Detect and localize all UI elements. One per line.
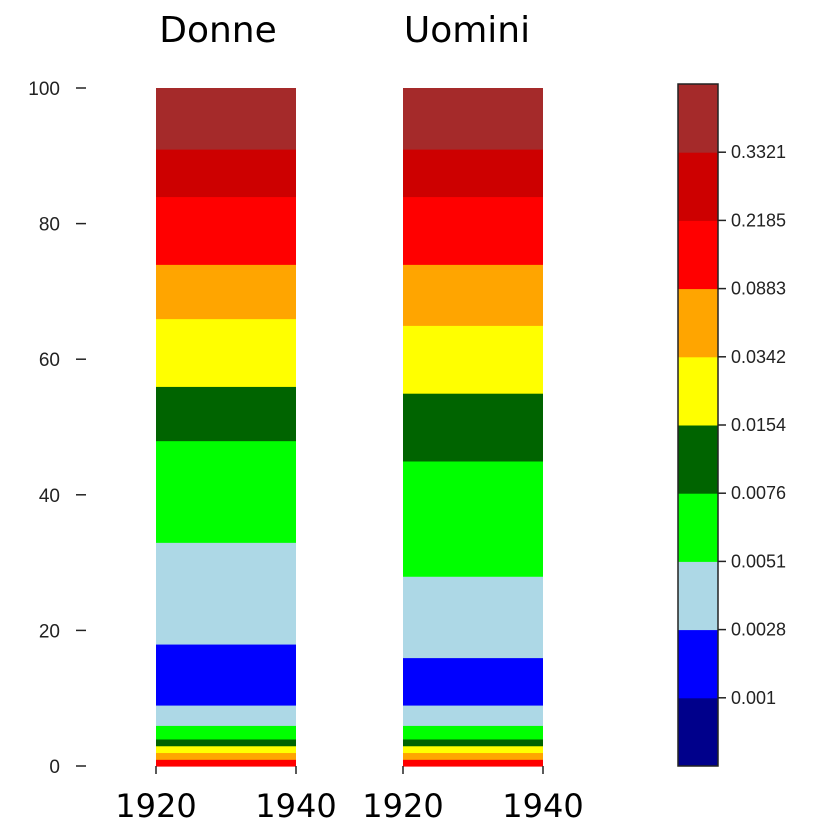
x-axis: 1920 1940 1920 1940 — [115, 766, 584, 825]
y-axis: 0 20 40 60 80 100 — [28, 79, 86, 778]
heatmap-band-0-0 — [156, 759, 296, 767]
y-tick-label-3: 60 — [39, 350, 60, 371]
x-tick-label-0-1: 1940 — [255, 787, 336, 825]
heatmap-band-1-11 — [403, 264, 543, 326]
colorbar-swatch-7 — [678, 220, 718, 290]
heatmap-band-1-7 — [403, 576, 543, 659]
x-tick-label-0-0: 1920 — [115, 787, 196, 825]
heatmap-band-0-11 — [156, 264, 296, 320]
heatmap-band-0-7 — [156, 542, 296, 645]
heatmap-band-1-10 — [403, 325, 543, 394]
colorbar-swatch-2 — [678, 561, 718, 631]
colorbar-swatch-9 — [678, 84, 718, 153]
panel-title-donne: Donne — [159, 10, 277, 51]
heatmap-band-0-5 — [156, 704, 296, 726]
colorbar-label-0: 0.001 — [731, 688, 776, 708]
colorbar-label-3: 0.0076 — [731, 483, 786, 503]
heatmap-band-0-14 — [156, 88, 296, 150]
heatmap-band-1-3 — [403, 738, 543, 747]
heatmap-band-1-2 — [403, 745, 543, 754]
colorbar-swatch-5 — [678, 356, 718, 426]
colorbar-swatch-8 — [678, 152, 718, 221]
colorbar-label-7: 0.2185 — [731, 210, 786, 230]
colorbar: 0.001 0.0028 0.0051 0.0076 0.0154 0.0342 0.088… — [677, 83, 786, 767]
y-tick-label-2: 40 — [39, 486, 60, 507]
colorbar-label-1: 0.0028 — [731, 620, 786, 640]
heatmap-band-0-10 — [156, 318, 296, 387]
x-tick-label-1-1: 1940 — [502, 787, 583, 825]
panel-donne — [156, 88, 296, 767]
colorbar-swatch-3 — [678, 493, 718, 562]
heatmap-band-1-12 — [403, 196, 543, 265]
heatmap-band-0-4 — [156, 725, 296, 740]
heatmap-band-1-5 — [403, 704, 543, 726]
panel-uomini — [403, 88, 543, 767]
heatmap-band-1-8 — [403, 460, 543, 577]
x-tick-label-1-0: 1920 — [362, 787, 443, 825]
colorbar-swatch-4 — [678, 425, 718, 494]
heatmap-band-0-2 — [156, 745, 296, 754]
heatmap-band-0-8 — [156, 440, 296, 543]
heatmap-band-1-14 — [403, 88, 543, 150]
heatmap-band-0-3 — [156, 738, 296, 747]
colorbar-label-6: 0.0883 — [731, 279, 786, 299]
heatmap-band-0-1 — [156, 752, 296, 760]
colorbar-label-5: 0.0342 — [731, 347, 786, 367]
y-tick-label-4: 80 — [39, 215, 60, 236]
y-tick-label-5: 100 — [28, 79, 60, 100]
heatmap-band-1-4 — [403, 725, 543, 740]
colorbar-swatch-0 — [678, 697, 718, 767]
heatmap-band-0-9 — [156, 386, 296, 442]
colorbar-label-2: 0.0051 — [731, 551, 786, 571]
colorbar-swatch-1 — [678, 629, 718, 699]
colorbar-swatch-6 — [678, 288, 718, 358]
heatmap-band-1-13 — [403, 149, 543, 198]
heatmap-band-0-13 — [156, 149, 296, 198]
heatmap-band-1-9 — [403, 393, 543, 462]
colorbar-label-8: 0.3321 — [731, 142, 786, 162]
heatmap-band-1-1 — [403, 752, 543, 760]
panel-title-uomini: Uomini — [404, 10, 530, 51]
heatmap-band-0-12 — [156, 196, 296, 265]
heatmap-band-1-0 — [403, 759, 543, 767]
heatmap-band-1-6 — [403, 657, 543, 706]
heatmap-band-0-6 — [156, 643, 296, 706]
colorbar-label-4: 0.0154 — [731, 415, 786, 435]
y-tick-label-0: 0 — [49, 757, 60, 778]
y-tick-label-1: 20 — [39, 621, 60, 642]
